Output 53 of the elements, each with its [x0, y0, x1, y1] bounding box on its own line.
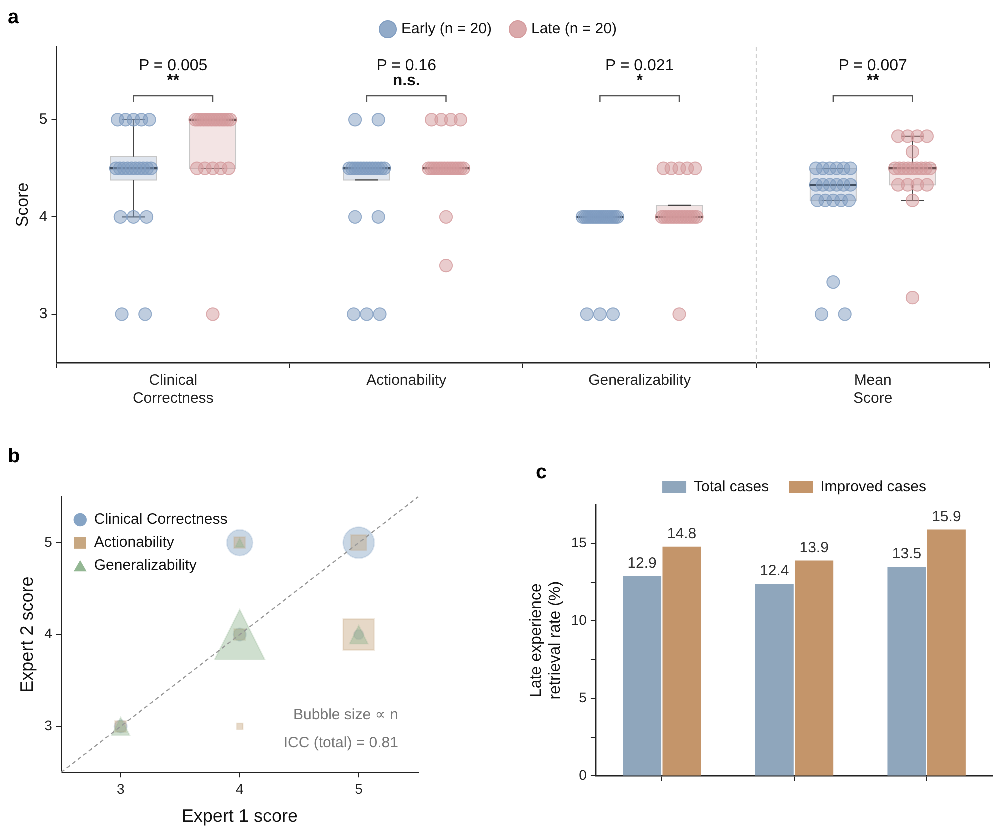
data-label: 13.9 — [800, 539, 829, 556]
y-tick-label: 5 — [39, 111, 48, 128]
annotation: n.s. — [392, 72, 420, 90]
annotation: Bubble size ∝ n — [294, 706, 398, 724]
annotation: P = 0.005 — [139, 57, 208, 74]
x-tick-label: Actionability — [366, 372, 448, 390]
x-tick-label: 3 — [117, 780, 126, 797]
y-axis-title: Expert 2 score — [16, 576, 37, 693]
legend-label: Clinical Correctness — [94, 511, 228, 528]
y-tick-label: 15 — [571, 534, 588, 551]
data-label: 12.4 — [760, 562, 790, 580]
legend-label: Generalizability — [94, 557, 198, 574]
chart-title: b — [8, 446, 20, 468]
bar — [795, 560, 834, 776]
bar — [755, 584, 794, 776]
x-tick-label: Clinical Correctness — [132, 372, 214, 408]
y-tick-label: 3 — [39, 306, 48, 323]
bar — [927, 530, 966, 776]
y-tick-label: 10 — [571, 612, 588, 628]
legend-label: Late (n = 20) — [531, 20, 617, 38]
y-tick-label: 4 — [44, 626, 53, 642]
y-tick-label: 0 — [579, 767, 588, 784]
y-tick-label: 3 — [44, 718, 53, 734]
legend-label: Improved cases — [820, 478, 926, 496]
x-tick-label: Generalizability — [588, 372, 692, 390]
chart-title: a — [8, 6, 20, 29]
data-label: 12.9 — [628, 554, 657, 572]
annotation: ** — [866, 72, 880, 90]
y-tick-label: 5 — [44, 534, 53, 550]
y-axis-title: Late experience retrieval rate (%) — [528, 581, 564, 700]
y-tick-label: 5 — [579, 690, 588, 706]
annotation: P = 0.007 — [838, 57, 908, 74]
annotation: ** — [167, 72, 180, 90]
x-tick-label: 5 — [355, 780, 364, 797]
data-label: 13.5 — [892, 546, 922, 563]
annotation: P = 0.16 — [376, 57, 437, 74]
x-axis-title: Expert 1 score — [182, 806, 298, 826]
legend-label: Total cases — [694, 478, 770, 496]
x-tick-label: 4 — [236, 780, 244, 797]
data-label: 15.9 — [932, 508, 962, 526]
bar — [623, 576, 662, 776]
annotation: ICC (total) = 0.81 — [284, 734, 398, 752]
legend-label: Early (n = 20) — [402, 20, 492, 38]
annotation: P = 0.021 — [606, 57, 674, 74]
annotation: * — [636, 72, 644, 90]
data-label: 14.8 — [667, 525, 697, 542]
y-tick-label: 4 — [39, 208, 48, 226]
y-axis-title: Score — [12, 182, 32, 228]
x-tick-label: Mean Score — [853, 372, 893, 408]
bar — [662, 546, 702, 776]
legend-label: Actionability — [94, 534, 175, 552]
chart-title: c — [536, 462, 548, 484]
bar — [888, 566, 926, 776]
